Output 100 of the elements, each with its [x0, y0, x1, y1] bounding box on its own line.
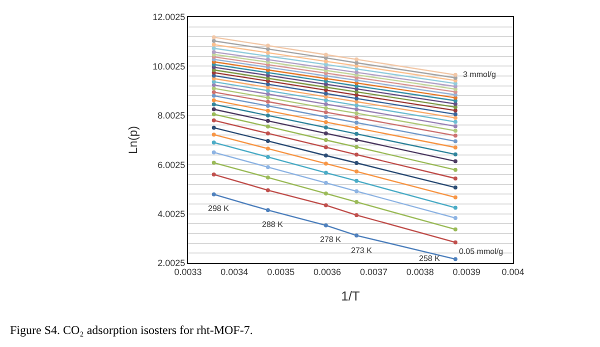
- point: [324, 92, 328, 96]
- point: [324, 131, 328, 136]
- y-tick-label: 8.0025: [158, 110, 186, 121]
- point: [354, 200, 359, 204]
- point: [212, 35, 216, 40]
- point: [212, 38, 216, 43]
- point: [354, 57, 359, 62]
- point: [354, 189, 359, 194]
- x-axis-title: 1/T: [341, 288, 360, 304]
- point: [453, 112, 458, 116]
- point: [324, 145, 328, 150]
- point: [453, 152, 458, 156]
- point: [266, 118, 270, 123]
- point: [354, 152, 359, 157]
- point: [453, 240, 458, 244]
- point: [354, 96, 359, 100]
- point: [212, 50, 216, 54]
- y-axis-title: Ln(p): [126, 126, 140, 154]
- point: [354, 116, 359, 120]
- point: [453, 206, 458, 210]
- point: [453, 72, 458, 77]
- point: [212, 132, 216, 137]
- point: [324, 56, 328, 60]
- annotation: 298 K: [208, 204, 230, 213]
- point: [212, 86, 216, 90]
- point: [453, 116, 458, 120]
- annotation: 273 K: [351, 246, 373, 255]
- point: [266, 100, 270, 104]
- x-tick-label: 0.0038: [406, 266, 434, 277]
- point: [354, 111, 359, 116]
- point: [453, 139, 458, 144]
- point: [453, 257, 458, 262]
- point: [354, 100, 359, 104]
- point: [212, 98, 216, 102]
- x-tick-label: 0.0037: [360, 266, 388, 277]
- point: [453, 120, 458, 124]
- point: [266, 44, 270, 48]
- point: [324, 114, 328, 119]
- point: [212, 160, 216, 165]
- point: [266, 54, 270, 58]
- point: [354, 107, 359, 112]
- point: [212, 112, 216, 116]
- x-tick-label: 0.004: [502, 266, 524, 277]
- point: [266, 131, 270, 136]
- point: [266, 88, 270, 93]
- annotation: 3 mmol/g: [463, 70, 496, 79]
- point: [354, 120, 359, 125]
- point: [324, 102, 328, 106]
- x-tick-label: 0.0033: [174, 266, 202, 277]
- point: [266, 113, 270, 118]
- point: [212, 42, 216, 47]
- point: [212, 90, 216, 94]
- point: [212, 118, 216, 122]
- point: [266, 139, 270, 144]
- point: [453, 124, 458, 128]
- point: [354, 70, 359, 74]
- annotation: 278 K: [320, 235, 342, 244]
- point: [324, 138, 328, 142]
- point: [324, 203, 328, 208]
- point: [266, 47, 270, 52]
- x-tick-label: 0.0036: [314, 266, 342, 277]
- point: [266, 155, 270, 160]
- annotation: 0.05 mmol/g: [459, 247, 504, 256]
- point: [266, 124, 270, 129]
- point: [453, 168, 458, 172]
- point: [212, 172, 216, 176]
- point: [354, 138, 359, 142]
- y-tick-label: 4.0025: [158, 208, 186, 219]
- point: [266, 58, 270, 62]
- point: [324, 52, 328, 57]
- point: [324, 59, 328, 64]
- point: [266, 165, 270, 170]
- point: [453, 195, 458, 200]
- point: [354, 60, 359, 65]
- point: [324, 170, 328, 175]
- point: [453, 227, 458, 232]
- point: [324, 223, 328, 228]
- point: [324, 106, 328, 110]
- point: [266, 208, 270, 212]
- point: [266, 175, 270, 180]
- x-tick-label: 0.0034: [220, 266, 248, 277]
- point: [453, 145, 458, 150]
- point: [354, 103, 359, 108]
- point: [453, 102, 458, 106]
- point: [324, 62, 328, 67]
- y-tick-label: 6.0025: [158, 160, 186, 170]
- point: [354, 178, 359, 183]
- point: [324, 120, 328, 124]
- point: [453, 159, 458, 164]
- point: [453, 176, 458, 180]
- point: [212, 192, 216, 196]
- point: [324, 126, 328, 130]
- point: [453, 128, 458, 133]
- point: [354, 160, 359, 165]
- point: [324, 191, 328, 196]
- point: [212, 102, 216, 106]
- caption: Figure S4. CO₂ adsorption isosters for rht-MOF-7.: [10, 323, 253, 337]
- x-tick-label: 0.0035: [267, 266, 295, 277]
- point: [266, 146, 270, 151]
- point: [266, 96, 270, 100]
